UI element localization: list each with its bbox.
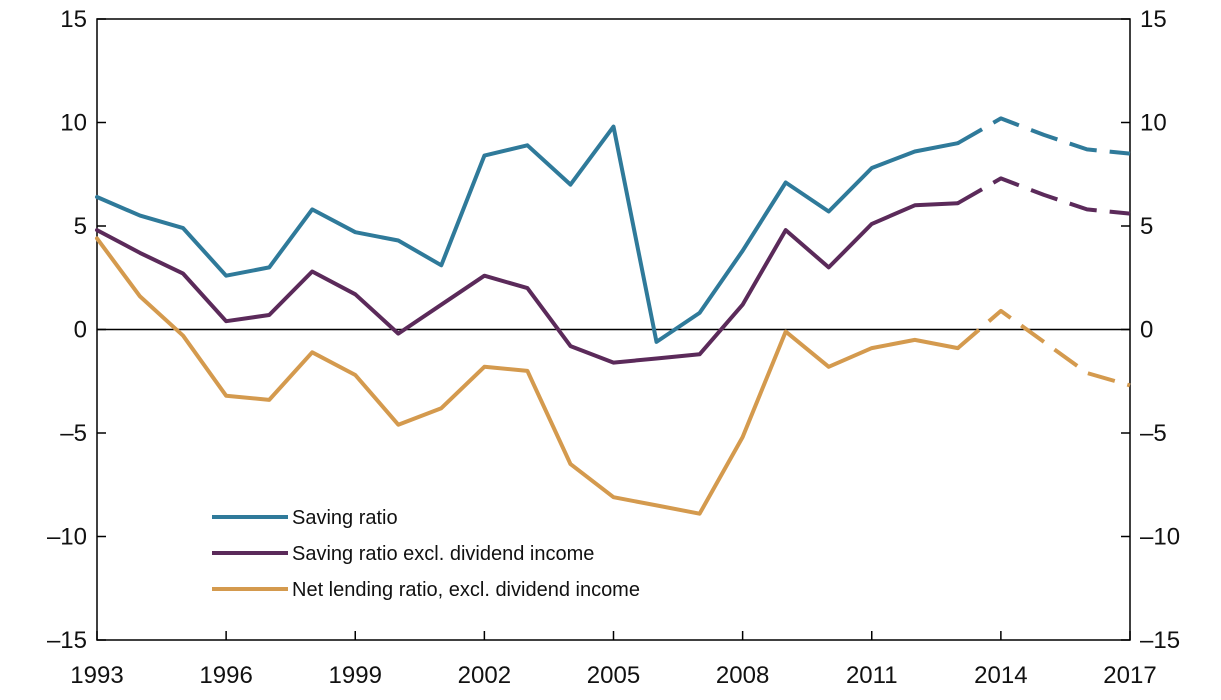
- x-tick-label: 2017: [1103, 662, 1156, 689]
- series-line-actual: [95, 236, 960, 516]
- x-tick-label: 2005: [587, 662, 640, 689]
- y-tick-label-right: 5: [1140, 213, 1153, 240]
- plot-area: [96, 18, 1131, 641]
- y-tick-label-right: 15: [1140, 6, 1167, 33]
- x-tick-label: 2008: [716, 662, 769, 689]
- x-tick-label: 1993: [70, 662, 123, 689]
- y-tick-label-left: –10: [47, 524, 87, 551]
- x-tick-label: 2011: [846, 662, 898, 689]
- series-3: [95, 236, 1131, 516]
- series-line-projection: [956, 308, 1131, 388]
- y-tick-label-left: 10: [60, 110, 87, 137]
- legend-label: Saving ratio: [292, 507, 398, 529]
- x-tick-label: 1996: [199, 662, 252, 689]
- y-tick-label-left: 5: [74, 213, 87, 240]
- series-lines: [95, 116, 1131, 516]
- series-line-actual: [95, 124, 960, 344]
- y-tick-label-left: 0: [74, 317, 87, 344]
- y-tick-label-right: 0: [1140, 317, 1153, 344]
- y-tick-label-left: –15: [47, 627, 87, 654]
- legend-label: Saving ratio excl. dividend income: [292, 543, 594, 565]
- x-tick-label: 2002: [458, 662, 511, 689]
- y-tick-label-left: 15: [60, 6, 87, 33]
- legend-label: Net lending ratio, excl. dividend income: [292, 579, 640, 601]
- series-line-projection: [956, 116, 1131, 156]
- y-tick-label-right: –15: [1140, 627, 1180, 654]
- y-tick-label-left: –5: [60, 420, 87, 447]
- series-2: [95, 176, 1131, 365]
- legend: Saving ratio Saving ratio excl. dividend …: [212, 507, 640, 601]
- x-tick-label: 1999: [329, 662, 382, 689]
- y-tick-label-right: –10: [1140, 524, 1180, 551]
- axes: 15 15 10 10 5 5 0 0 –5 –5 –10 –10 –15 –15 1993 1996 1999…: [47, 6, 1180, 689]
- y-tick-label-right: 10: [1140, 110, 1167, 137]
- y-tick-label-right: –5: [1140, 420, 1167, 447]
- series-1: [95, 116, 1131, 344]
- series-line-projection: [956, 176, 1131, 216]
- series-line-actual: [95, 201, 960, 365]
- x-tick-label: 2014: [974, 662, 1027, 689]
